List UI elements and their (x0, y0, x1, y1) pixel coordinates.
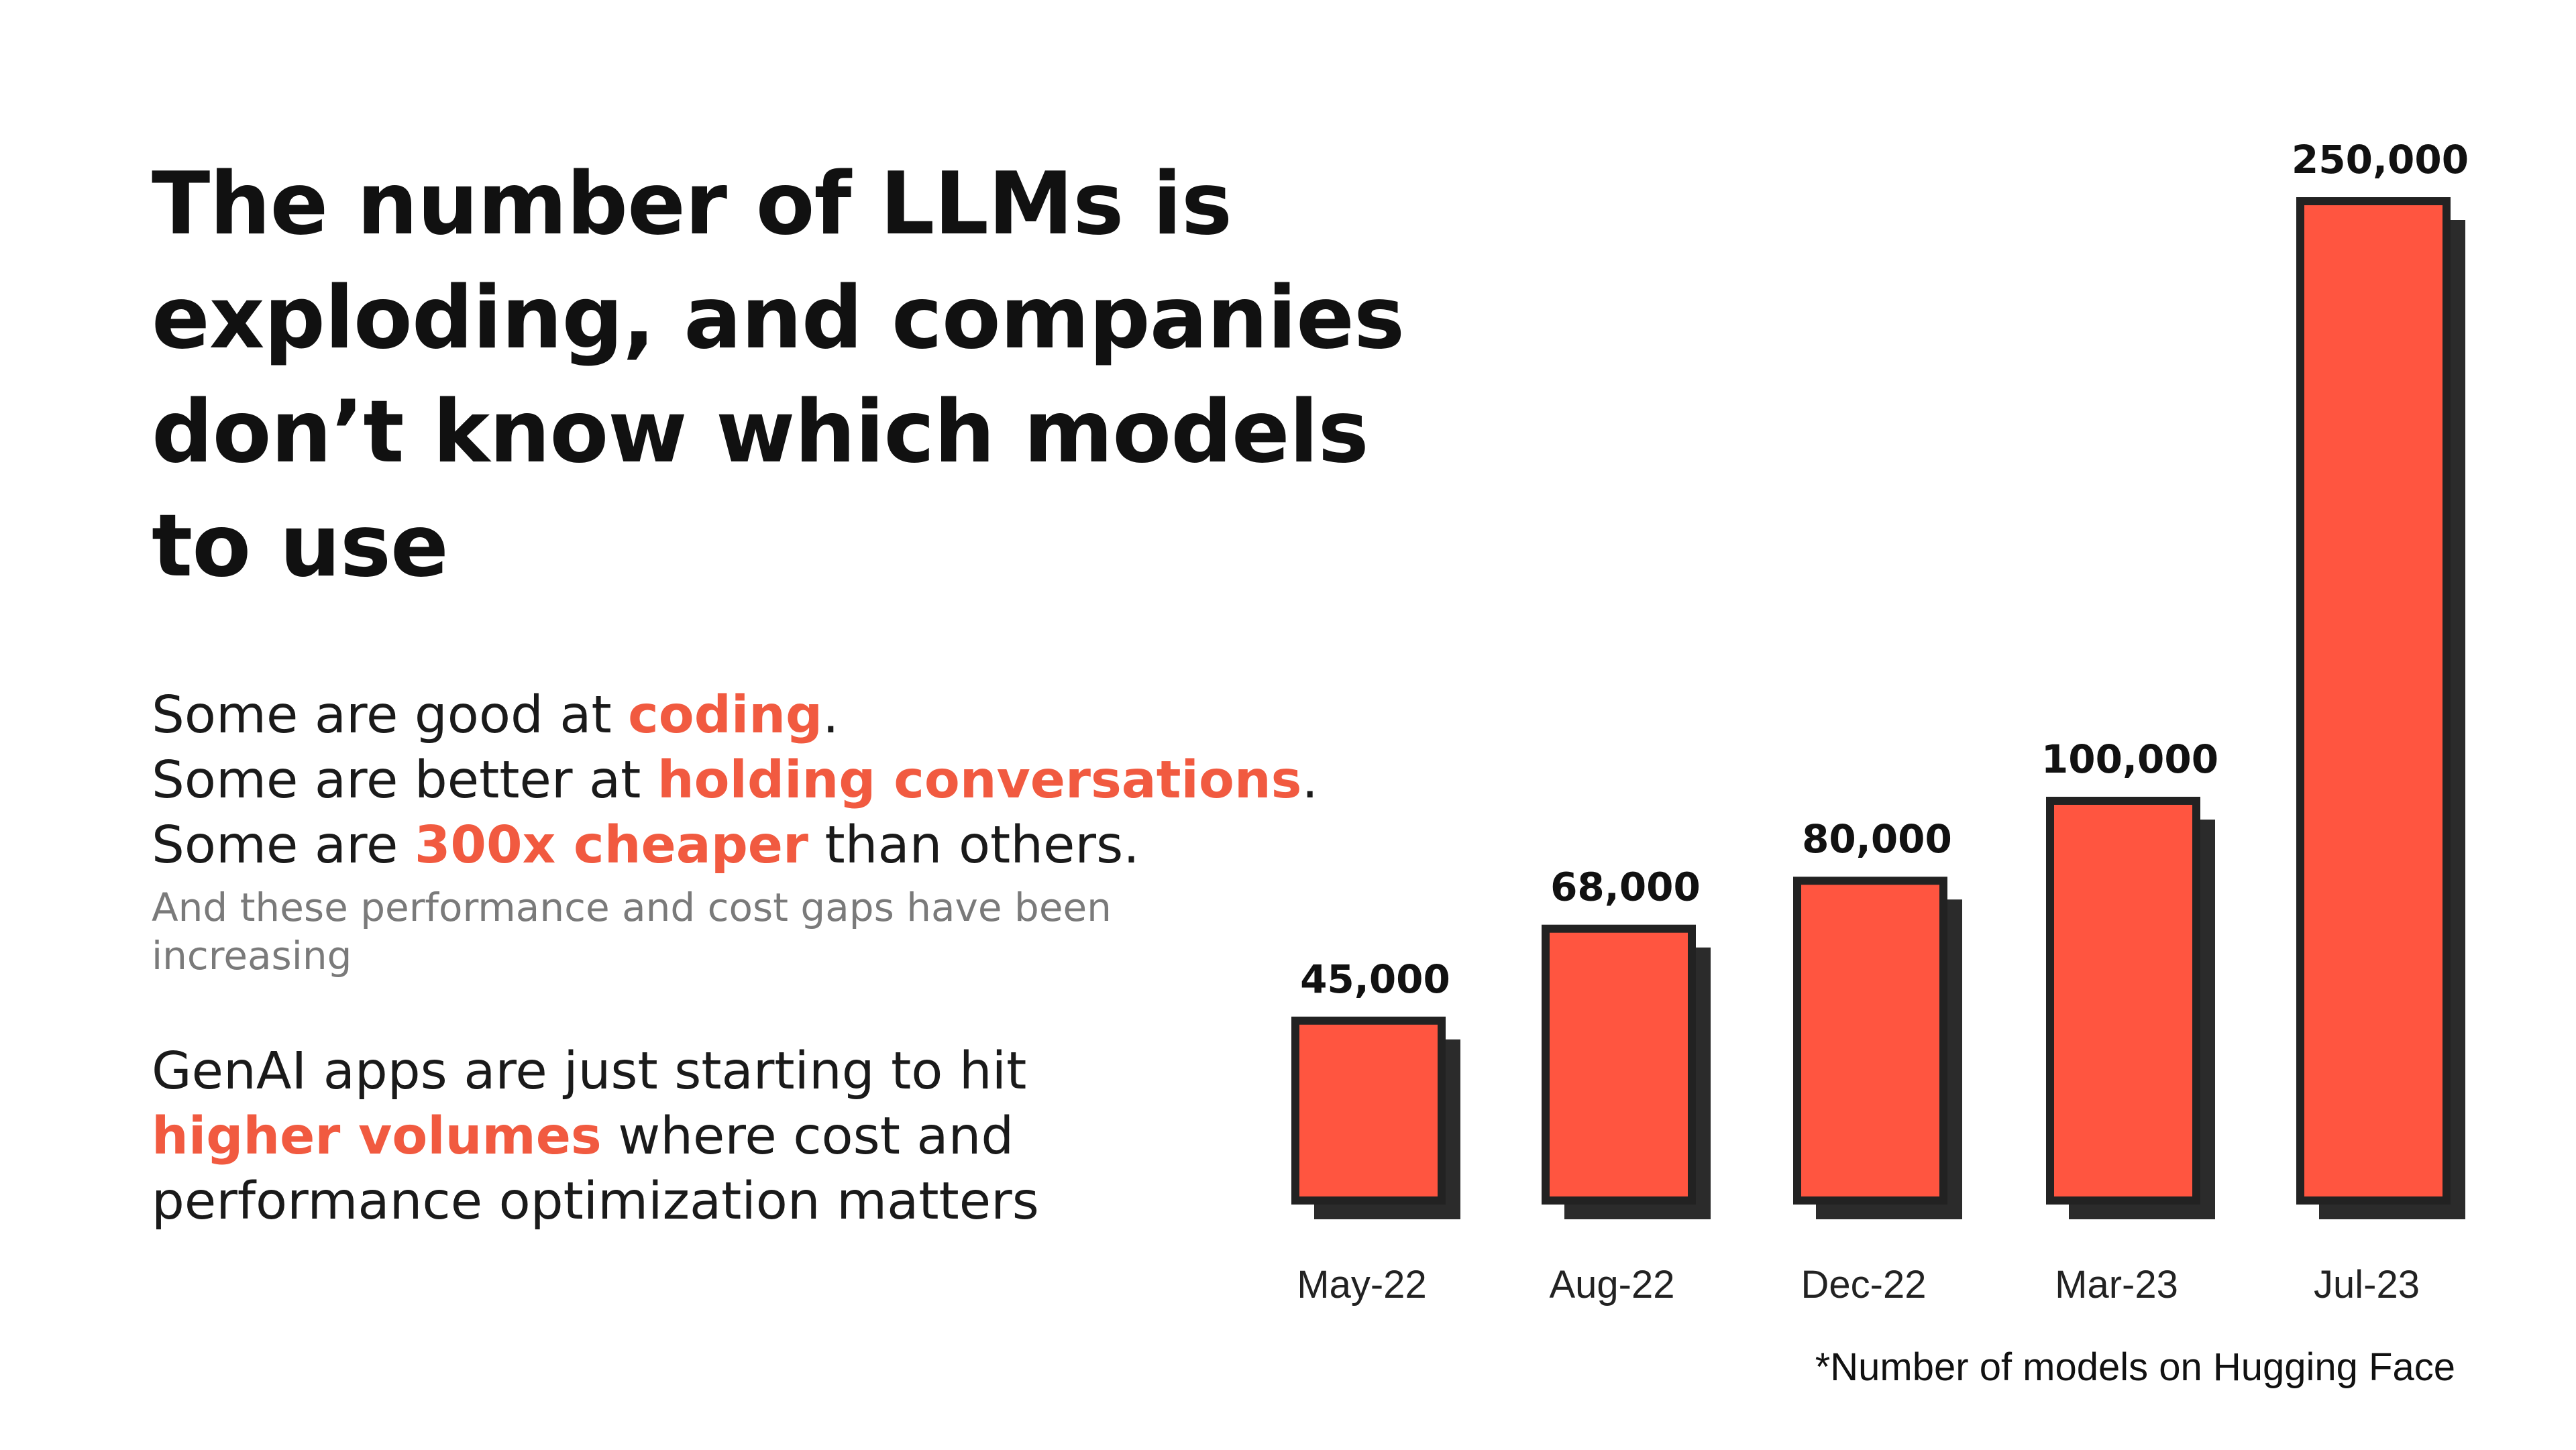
point-text: than others. (808, 816, 1140, 875)
chart-footnote: *Number of models on Hugging Face (1815, 1345, 2455, 1389)
x-tick-label: Jul-23 (2314, 1263, 2420, 1306)
gap-note: And these performance and cost gaps have… (152, 885, 1112, 979)
bar-value-label: 250,000 (2292, 137, 2469, 182)
x-tick-label: May-22 (1297, 1263, 1426, 1306)
point-highlight: 300x cheaper (414, 816, 809, 875)
model-strengths: Some are good at coding. Some are better… (152, 683, 1426, 878)
x-tick-label: Mar-23 (2055, 1263, 2178, 1306)
bar (1542, 924, 1696, 1205)
point-text: . (822, 685, 839, 745)
bar (2296, 197, 2451, 1205)
bar (2046, 797, 2200, 1205)
point-highlight: holding conversations (657, 750, 1302, 810)
headline-line: don’t know which models (152, 382, 1369, 482)
genai-highlight: higher volumes (152, 1107, 602, 1166)
text-panel: The number of LLMs is exploding, and com… (152, 148, 1426, 1234)
x-tick-label: Dec-22 (1801, 1263, 1927, 1306)
bar (1291, 1016, 1446, 1205)
headline-line: The number of LLMs is (152, 154, 1232, 254)
genai-statement: GenAI apps are just starting to hit high… (152, 1039, 1426, 1234)
point-highlight: coding (628, 685, 823, 745)
point-text: Some are better at (152, 750, 657, 810)
point-text: Some are good at (152, 685, 629, 745)
headline: The number of LLMs is exploding, and com… (152, 148, 1426, 604)
bar-value-label: 80,000 (1802, 816, 1952, 862)
genai-text: where cost and (601, 1107, 1014, 1166)
bar-value-label: 68,000 (1550, 865, 1701, 910)
point-text: . (1301, 750, 1318, 810)
genai-line: GenAI apps are just starting to hit (152, 1042, 1027, 1101)
point-cheaper: Some are 300x cheaper than others. (152, 813, 1426, 878)
point-coding: Some are good at coding. (152, 683, 1426, 748)
bar (1793, 877, 1947, 1205)
bar-value-label: 100,000 (2041, 736, 2218, 782)
genai-line: performance optimization matters (152, 1172, 1039, 1231)
headline-line: to use (152, 496, 449, 596)
genai-line: higher volumes where cost and (152, 1104, 1426, 1169)
point-conversations: Some are better at holding conversations… (152, 748, 1426, 813)
bar-value-label: 45,000 (1300, 956, 1450, 1002)
headline-line: exploding, and companies (152, 268, 1405, 368)
point-text: Some are (152, 816, 415, 875)
x-tick-label: Aug-22 (1549, 1263, 1674, 1306)
